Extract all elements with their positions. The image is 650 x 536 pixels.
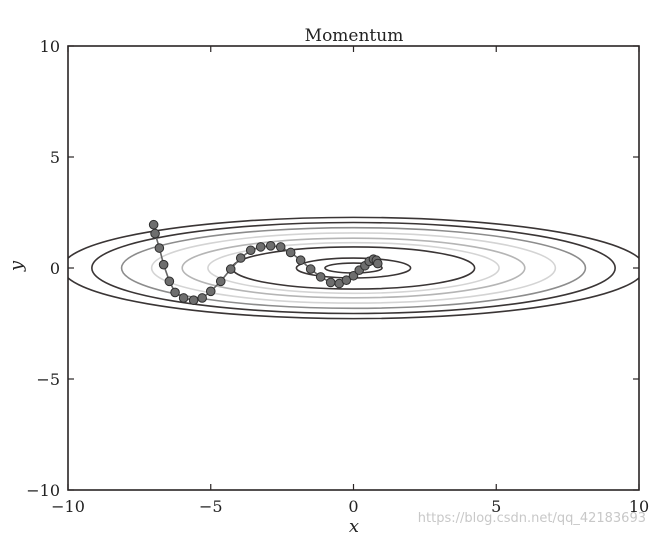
trajectory-point bbox=[372, 258, 383, 269]
trajectory-point bbox=[197, 293, 207, 303]
trajectory-point bbox=[158, 259, 169, 270]
contour-lines bbox=[68, 216, 639, 320]
x-tick-label: 5 bbox=[491, 497, 501, 516]
trajectory-point bbox=[205, 286, 216, 297]
trajectory-point bbox=[265, 241, 276, 251]
x-axis-label: x bbox=[349, 516, 359, 536]
trajectory-point bbox=[235, 253, 246, 263]
trajectory-point bbox=[295, 255, 306, 266]
y-tick-label: 5 bbox=[50, 148, 60, 167]
y-axis-label: y bbox=[6, 260, 27, 272]
contour-3 bbox=[207, 241, 500, 295]
chart-title: Momentum bbox=[305, 26, 404, 46]
watermark-text: https://blog.csdn.net/qq_42183693 bbox=[418, 511, 646, 526]
trajectory-point bbox=[325, 277, 336, 288]
contour-4 bbox=[181, 237, 526, 299]
trajectory-point bbox=[154, 243, 165, 253]
plot-frame bbox=[67, 45, 640, 491]
trajectory-point bbox=[341, 275, 352, 286]
trajectory-point bbox=[178, 293, 189, 303]
y-tick-label: −5 bbox=[36, 370, 60, 389]
trajectory-point bbox=[170, 287, 180, 298]
trajectory-point bbox=[215, 276, 226, 287]
trajectory-point bbox=[315, 272, 326, 282]
trajectory-point bbox=[225, 264, 236, 274]
y-tick-label: 0 bbox=[50, 259, 60, 278]
trajectory-point bbox=[188, 295, 199, 305]
x-tick-label: 0 bbox=[348, 497, 358, 516]
trajectory-point bbox=[275, 242, 286, 252]
trajectory-point bbox=[305, 264, 316, 274]
contour-7 bbox=[91, 221, 616, 315]
y-axis-ticks: −10 −5 0 5 10 bbox=[26, 37, 639, 500]
trajectory-point bbox=[285, 247, 296, 258]
trajectory-point bbox=[255, 242, 266, 252]
contour-8 bbox=[68, 216, 639, 320]
y-tick-label: −10 bbox=[26, 481, 60, 500]
contour-5 bbox=[150, 232, 557, 304]
x-tick-label: −5 bbox=[199, 497, 223, 516]
y-tick-label: 10 bbox=[40, 37, 60, 56]
trajectory-point bbox=[148, 219, 159, 230]
trajectory-point bbox=[150, 228, 160, 239]
x-tick-label: −10 bbox=[51, 497, 85, 516]
x-axis-ticks: −10 −5 0 5 10 bbox=[51, 46, 649, 516]
trajectory bbox=[148, 219, 383, 305]
x-tick-label: 10 bbox=[629, 497, 649, 516]
contour-2 bbox=[231, 246, 476, 290]
contour-6 bbox=[120, 226, 587, 310]
trajectory-point bbox=[164, 276, 175, 287]
trajectory-point bbox=[348, 270, 359, 281]
trajectory-point bbox=[245, 245, 256, 256]
